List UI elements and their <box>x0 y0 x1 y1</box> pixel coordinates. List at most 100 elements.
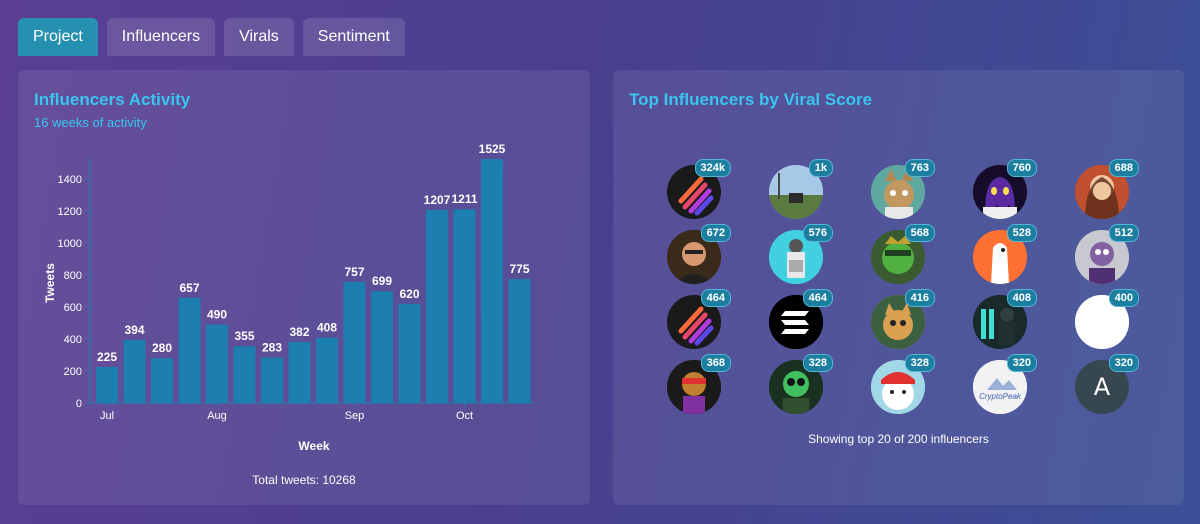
bar <box>343 281 366 403</box>
avatar[interactable] <box>1075 230 1129 284</box>
avatar-wrapper: 672 <box>667 224 731 284</box>
y-tick-label: 600 <box>64 302 82 314</box>
avatar-wrapper: 528 <box>973 224 1037 284</box>
viral-score-badge: 528 <box>1006 224 1037 242</box>
bar-value-label: 283 <box>262 341 282 355</box>
influencer-card[interactable]: 416 <box>847 289 949 349</box>
viral-score-badge: 512 <box>1108 224 1139 242</box>
viral-score-badge: 464 <box>802 289 833 307</box>
avatar[interactable] <box>769 230 823 284</box>
avatar-wrapper: 576 <box>769 224 833 284</box>
influencer-card[interactable]: 763 <box>847 159 949 219</box>
avatar[interactable] <box>769 295 823 349</box>
avatar-wrapper: 328 <box>769 354 833 414</box>
avatar-wrapper: 400 <box>1075 289 1139 349</box>
bar-value-label: 225 <box>97 350 117 364</box>
activity-panel: Influencers Activity 16 weeks of activit… <box>18 70 590 505</box>
y-axis-label: Tweets <box>43 263 57 303</box>
bar-value-label: 394 <box>124 323 144 337</box>
avatar-wrapper: 464 <box>769 289 833 349</box>
influencer-card[interactable]: 760 <box>949 159 1051 219</box>
avatar-wrapper: CryptoPeak 320 <box>973 354 1037 414</box>
avatar-wrapper: 416 <box>871 289 935 349</box>
influencer-card[interactable]: 464 <box>745 289 847 349</box>
avatar[interactable] <box>667 295 721 349</box>
avatar-text: A <box>1093 373 1111 401</box>
influencer-card[interactable]: 568 <box>847 224 949 284</box>
avatar-text: CryptoPeak <box>979 392 1021 401</box>
influencer-card[interactable]: 576 <box>745 224 847 284</box>
tab-sentiment[interactable]: Sentiment <box>302 18 405 56</box>
avatar-wrapper: 368 <box>667 354 731 414</box>
avatar[interactable] <box>769 360 823 414</box>
bar <box>426 209 448 403</box>
viral-score-badge: 688 <box>1108 159 1139 177</box>
viral-score-badge: 760 <box>1006 159 1037 177</box>
bar <box>151 358 173 403</box>
viral-score-badge: 568 <box>904 224 935 242</box>
influencer-card[interactable]: 328 <box>745 354 847 414</box>
bar-value-label: 757 <box>344 265 364 279</box>
avatar-wrapper: 760 <box>973 159 1037 219</box>
avatar-wrapper: 512 <box>1075 224 1139 284</box>
bar <box>261 357 283 403</box>
bar <box>288 341 311 403</box>
bar <box>96 367 118 403</box>
avatar-wrapper: 328 <box>871 354 935 414</box>
avatar[interactable] <box>871 165 925 219</box>
influencer-card[interactable]: 408 <box>949 289 1051 349</box>
tab-project[interactable]: Project <box>18 18 98 56</box>
avatar-wrapper: A 320 <box>1075 354 1139 414</box>
bar-value-label: 490 <box>207 308 227 322</box>
bar-value-label: 382 <box>289 325 309 339</box>
viral-score-badge: 576 <box>802 224 833 242</box>
viral-score-badge: 328 <box>904 354 935 372</box>
influencer-grid: 324k 1k 763 760 688 672 576 568 528 512 464 464 416 4… <box>643 159 1153 414</box>
influencer-card[interactable]: 672 <box>643 224 745 284</box>
x-tick-label: Aug <box>207 410 227 422</box>
influencer-card[interactable]: 328 <box>847 354 949 414</box>
influencer-card[interactable]: 1k <box>745 159 847 219</box>
viral-score-badge: 320 <box>1108 354 1139 372</box>
viral-score-badge: 1k <box>808 159 833 177</box>
x-tick-label: Sep <box>345 410 365 422</box>
bar-value-label: 1211 <box>451 192 477 206</box>
top-influencers-panel: Top Influencers by Viral Score 324k 1k 763… <box>613 70 1184 505</box>
bar <box>206 324 228 403</box>
viral-score-badge: 416 <box>904 289 935 307</box>
viral-score-badge: 328 <box>802 354 833 372</box>
avatar[interactable] <box>871 230 925 284</box>
tab-virals[interactable]: Virals <box>224 18 294 56</box>
avatar-wrapper: 464 <box>667 289 731 349</box>
y-tick-label: 0 <box>76 398 82 410</box>
y-tick-label: 1200 <box>58 206 82 218</box>
y-tick-label: 1400 <box>58 174 82 186</box>
bar-value-label: 280 <box>152 341 172 355</box>
y-tick-label: 400 <box>64 334 82 346</box>
bar-value-label: 408 <box>317 321 337 335</box>
activity-subtitle: 16 weeks of activity <box>34 115 147 130</box>
influencer-card[interactable]: 324k <box>643 159 745 219</box>
influencer-card[interactable]: 512 <box>1051 224 1153 284</box>
tab-influencers[interactable]: Influencers <box>106 18 216 56</box>
x-tick-label: Oct <box>456 410 473 422</box>
viral-score-badge: 464 <box>700 289 731 307</box>
influencer-card[interactable]: CryptoPeak 320 <box>949 354 1051 414</box>
viral-score-badge: 368 <box>700 354 731 372</box>
influencer-card[interactable]: 528 <box>949 224 1051 284</box>
influencers-footer: Showing top 20 of 200 influencers <box>808 432 989 446</box>
influencer-card[interactable]: 400 <box>1051 289 1153 349</box>
influencer-card[interactable]: 464 <box>643 289 745 349</box>
influencer-card[interactable]: 688 <box>1051 159 1153 219</box>
avatar-wrapper: 568 <box>871 224 935 284</box>
total-tweets: Total tweets: 10268 <box>252 473 356 487</box>
influencer-card[interactable]: A 320 <box>1051 354 1153 414</box>
avatar-wrapper: 763 <box>871 159 935 219</box>
viral-score-badge: 763 <box>904 159 935 177</box>
influencer-card[interactable]: 368 <box>643 354 745 414</box>
bar <box>508 279 531 403</box>
avatar[interactable] <box>973 165 1027 219</box>
bar <box>123 339 146 403</box>
bar <box>316 337 338 403</box>
viral-score-badge: 320 <box>1006 354 1037 372</box>
